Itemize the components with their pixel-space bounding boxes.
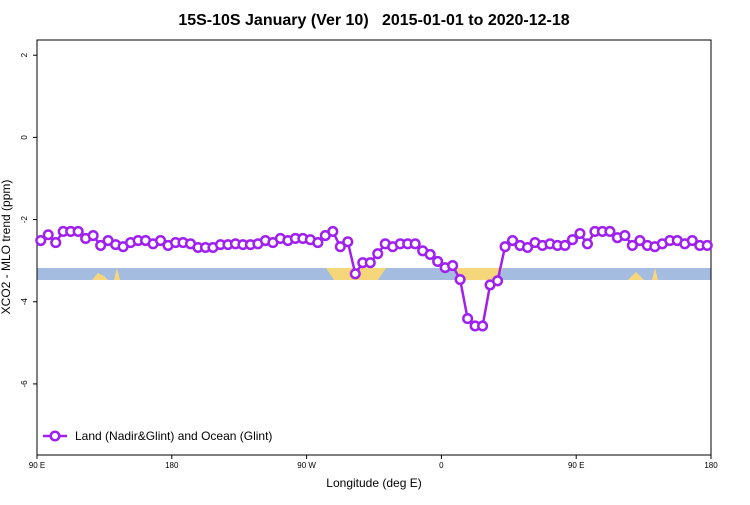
y-tick-label: -2 <box>20 215 29 223</box>
data-point <box>477 320 489 332</box>
land-ocean-mask <box>37 268 711 280</box>
data-point <box>521 241 534 254</box>
x-tick-label: 90 W <box>297 461 316 470</box>
data-point <box>604 225 616 238</box>
y-tick-label: -4 <box>20 298 29 306</box>
plot-frame <box>36 39 712 456</box>
legend-label: Land (Nadir&Glint) and Ocean (Glint) <box>75 429 272 443</box>
x-axis-label: Longitude (deg E) <box>326 476 421 490</box>
data-point <box>50 237 62 249</box>
land-patch <box>628 272 644 280</box>
land-patch <box>92 273 108 280</box>
y-tick-label: 2 <box>20 52 29 57</box>
data-point <box>372 248 384 260</box>
data-point <box>634 234 646 247</box>
data-point <box>454 273 466 286</box>
data-point <box>447 260 459 272</box>
x-tick-label: 90 E <box>568 461 584 470</box>
data-point <box>574 227 586 240</box>
y-axis-label: XCO2 - MLO trend (ppm) <box>0 180 13 315</box>
data-point <box>334 241 346 253</box>
data-point <box>686 234 698 247</box>
data-point <box>432 255 444 268</box>
data-point <box>506 234 519 247</box>
data-point <box>559 239 571 251</box>
data-point <box>95 239 107 251</box>
land-patch <box>114 268 120 280</box>
data-point <box>155 234 167 247</box>
data-point <box>349 268 361 280</box>
data-point <box>342 236 354 248</box>
data-point <box>581 238 593 250</box>
chart-title: 15S-10S January (Ver 10) 2015-01-01 to 2… <box>178 12 569 29</box>
data-point <box>424 248 436 261</box>
data-point <box>462 313 474 325</box>
legend-marker <box>49 430 61 442</box>
land-patch <box>652 268 658 280</box>
data-point <box>566 234 579 246</box>
data-point <box>499 241 511 253</box>
data-point <box>626 239 638 251</box>
data-point <box>492 275 504 287</box>
x-tick-label: 180 <box>704 461 718 470</box>
data-point <box>364 257 376 269</box>
data-point <box>619 230 631 242</box>
data-point <box>312 237 324 249</box>
data-point <box>409 238 421 250</box>
data-point <box>42 229 54 241</box>
x-tick-label: 180 <box>165 461 179 470</box>
data-point <box>701 239 713 251</box>
data-point <box>87 230 99 242</box>
data-point <box>35 234 47 247</box>
y-tick-label: 0 <box>20 135 29 140</box>
x-tick-label: 0 <box>439 461 444 470</box>
y-tick-label: -6 <box>20 380 29 388</box>
data-point <box>72 225 84 238</box>
data-point <box>327 225 339 238</box>
x-tick-label: 90 E <box>29 461 45 470</box>
